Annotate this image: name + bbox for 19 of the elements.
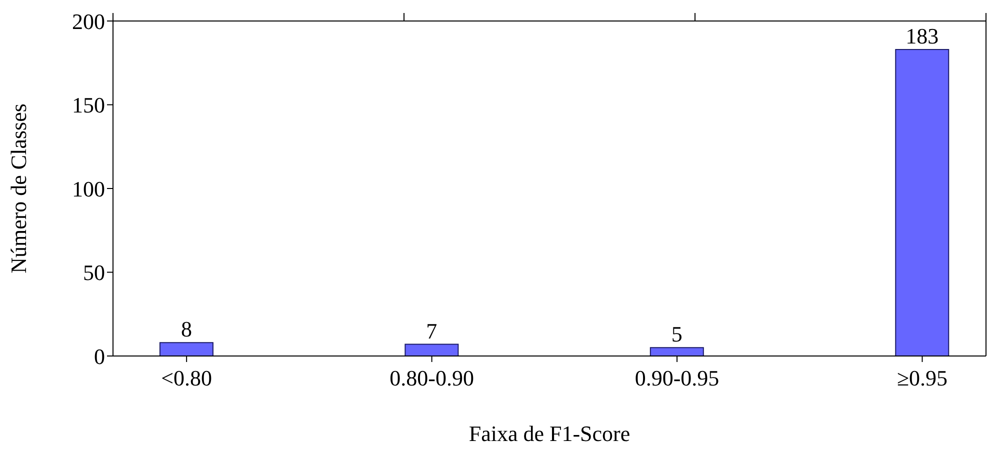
- x-tick-label: <0.80: [161, 366, 212, 391]
- x-tick-label: ≥0.95: [896, 366, 948, 391]
- y-tick-label: 200: [72, 8, 105, 34]
- bar: [895, 48, 950, 356]
- y-tick-label: 0: [94, 344, 105, 369]
- bar: [650, 347, 704, 356]
- y-axis-title: Número de Classes: [6, 104, 31, 274]
- data-label: 7: [426, 318, 438, 344]
- data-label: 5: [671, 322, 682, 347]
- y-tick-label: 50: [83, 260, 105, 286]
- data-label: 8: [180, 316, 192, 342]
- y-tick-label: 100: [72, 176, 105, 202]
- x-tick-label: 0.90-0.95: [634, 366, 720, 391]
- bar: [404, 344, 459, 356]
- x-axis-title: Faixa de F1-Score: [468, 421, 630, 446]
- x-tick-label: 0.80-0.90: [390, 366, 474, 391]
- bar: [159, 342, 214, 356]
- y-tick-label: 150: [72, 92, 105, 118]
- data-label: 183: [906, 23, 939, 48]
